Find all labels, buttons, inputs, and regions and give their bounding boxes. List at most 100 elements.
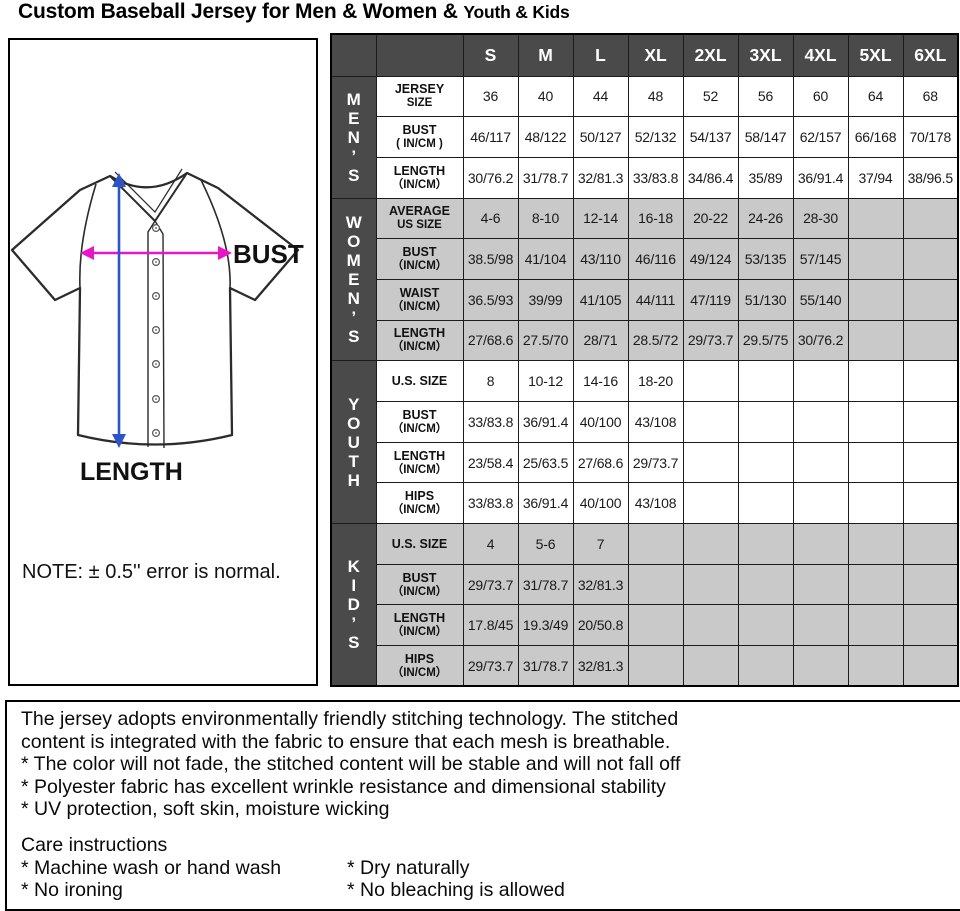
button-centers xyxy=(155,227,157,434)
size-cell: 43/108 xyxy=(627,482,684,525)
size-cell: 28/71 xyxy=(572,319,629,362)
section-letter: K xyxy=(347,557,360,577)
size-column-header: 5XL xyxy=(847,33,904,77)
size-table-row: LENGTH （IN/CM） 27/68.6 27.5/70 28/71 28.5/72 2… xyxy=(331,319,959,362)
row-label-mens: BUST( IN/CM ) xyxy=(375,116,464,158)
size-cell xyxy=(902,645,959,687)
right-armhole-seam xyxy=(200,179,231,289)
row-label-title: U.S. SIZE xyxy=(391,536,448,551)
size-cell: 50/127 xyxy=(572,116,629,158)
size-cell xyxy=(792,482,849,525)
section-letter: N xyxy=(347,288,360,308)
size-cell: 52 xyxy=(682,75,739,118)
size-cell xyxy=(737,360,794,402)
size-cell xyxy=(847,360,904,402)
size-column-header: S xyxy=(462,33,519,77)
section-letter: T xyxy=(348,451,359,471)
section-letter: O xyxy=(347,231,361,251)
row-label-womens: AVERAGE US SIZE xyxy=(375,197,464,240)
size-cell: 16-18 xyxy=(627,197,684,240)
size-cell xyxy=(792,401,849,443)
size-cell: 46/116 xyxy=(627,238,684,280)
size-cell: 35/89 xyxy=(737,156,794,199)
size-cell: 41/104 xyxy=(517,238,574,280)
size-cell xyxy=(682,401,739,443)
size-cell: 44 xyxy=(572,75,629,118)
section-label-womens: W O M E N’ S xyxy=(330,197,377,362)
size-cell: 17.8/45 xyxy=(462,604,519,647)
section-letter: M xyxy=(346,250,361,270)
size-cell xyxy=(627,563,684,606)
size-cell: 70/178 xyxy=(902,116,959,158)
bust-arrow xyxy=(80,246,232,260)
size-cell: 24-26 xyxy=(737,197,794,240)
size-cell: 60 xyxy=(792,75,849,118)
size-cell: 28.5/72 xyxy=(627,319,684,362)
size-cell xyxy=(682,563,739,606)
size-cell xyxy=(847,563,904,606)
size-cell: 46/117 xyxy=(462,116,519,158)
placket-left-line xyxy=(147,220,156,447)
size-cell: 36 xyxy=(462,75,519,118)
section-letter: E xyxy=(348,108,360,128)
size-table-row: LENGTH （IN/CM） 17.8/45 19.3/49 20/50.8 xyxy=(331,604,959,647)
size-table-row: WAIST （IN/CM） 36.5/93 39/99 41/105 44/111 47/1… xyxy=(331,278,959,321)
row-label-unit: （IN/CM） xyxy=(391,666,448,679)
size-cell xyxy=(682,482,739,525)
size-cell: 48/122 xyxy=(517,116,574,158)
row-label-title: LENGTH xyxy=(393,611,446,626)
size-column-header: M xyxy=(517,33,574,77)
page-title-main: Custom Baseball Jersey for Men & Women & xyxy=(18,0,458,23)
size-cell xyxy=(792,645,849,687)
row-label-kids: BUST （IN/CM） xyxy=(375,563,464,606)
header-corner-cell xyxy=(330,33,377,77)
care-item: * Dry naturally xyxy=(347,856,470,879)
size-cell: 40/100 xyxy=(572,401,629,443)
section-letters-womens: W O M E N’ S xyxy=(332,213,375,346)
size-cell xyxy=(737,401,794,443)
size-cell: 36/91.4 xyxy=(517,482,574,525)
size-cell: 7 xyxy=(572,523,629,565)
description-line: * UV protection, soft skin, moisture wic… xyxy=(21,798,390,821)
row-label-unit: US SIZE xyxy=(397,219,442,232)
size-cell: 29/73.7 xyxy=(462,563,519,606)
size-column-header: L xyxy=(572,33,629,77)
size-cell: 52/132 xyxy=(627,116,684,158)
size-column-header: 6XL xyxy=(902,33,959,77)
size-cell: 31/78.7 xyxy=(517,563,574,606)
size-cell: 51/130 xyxy=(737,278,794,321)
size-cell: 57/145 xyxy=(792,238,849,280)
size-cell xyxy=(682,441,739,484)
size-table-row: HIPS （IN/CM） 33/83.8 36/91.4 40/100 43/108 xyxy=(331,482,959,525)
size-cell: 29/73.7 xyxy=(627,441,684,484)
size-cell xyxy=(847,401,904,443)
size-cell: 10-12 xyxy=(517,360,574,402)
size-cell xyxy=(902,197,959,240)
left-armhole-seam xyxy=(79,183,97,289)
row-label-kids: U.S. SIZE xyxy=(375,523,464,565)
size-cell: 29.5/75 xyxy=(737,319,794,362)
size-cell xyxy=(902,238,959,280)
care-list-right: * Dry naturally * No bleaching is allowed xyxy=(347,857,960,902)
row-label-womens: LENGTH （IN/CM） xyxy=(375,319,464,362)
section-letter: U xyxy=(347,432,360,452)
size-cell: 62/157 xyxy=(792,116,849,158)
size-cell xyxy=(902,604,959,647)
size-cell xyxy=(902,441,959,484)
size-table: S M L XL 2XL 3XL 4XL 5XL 6XL M E N’ S JERSEY SIZE 36 40… xyxy=(330,33,959,688)
size-cell xyxy=(737,563,794,606)
size-cell: 27/68.6 xyxy=(572,441,629,484)
size-cell xyxy=(682,523,739,565)
size-chart-panel: S M L XL 2XL 3XL 4XL 5XL 6XL M E N’ S JERSEY SIZE 36 40… xyxy=(330,33,959,688)
row-label-title: BUST xyxy=(402,245,437,260)
size-cell: 18-20 xyxy=(627,360,684,402)
size-cell: 40 xyxy=(517,75,574,118)
jersey-outline xyxy=(10,171,300,446)
size-cell xyxy=(737,523,794,565)
size-cell: 14-16 xyxy=(572,360,629,402)
row-label-womens: BUST （IN/CM） xyxy=(375,238,464,280)
size-cell: 8 xyxy=(462,360,519,402)
size-cell xyxy=(847,645,904,687)
care-heading: Care instructions xyxy=(21,833,168,856)
